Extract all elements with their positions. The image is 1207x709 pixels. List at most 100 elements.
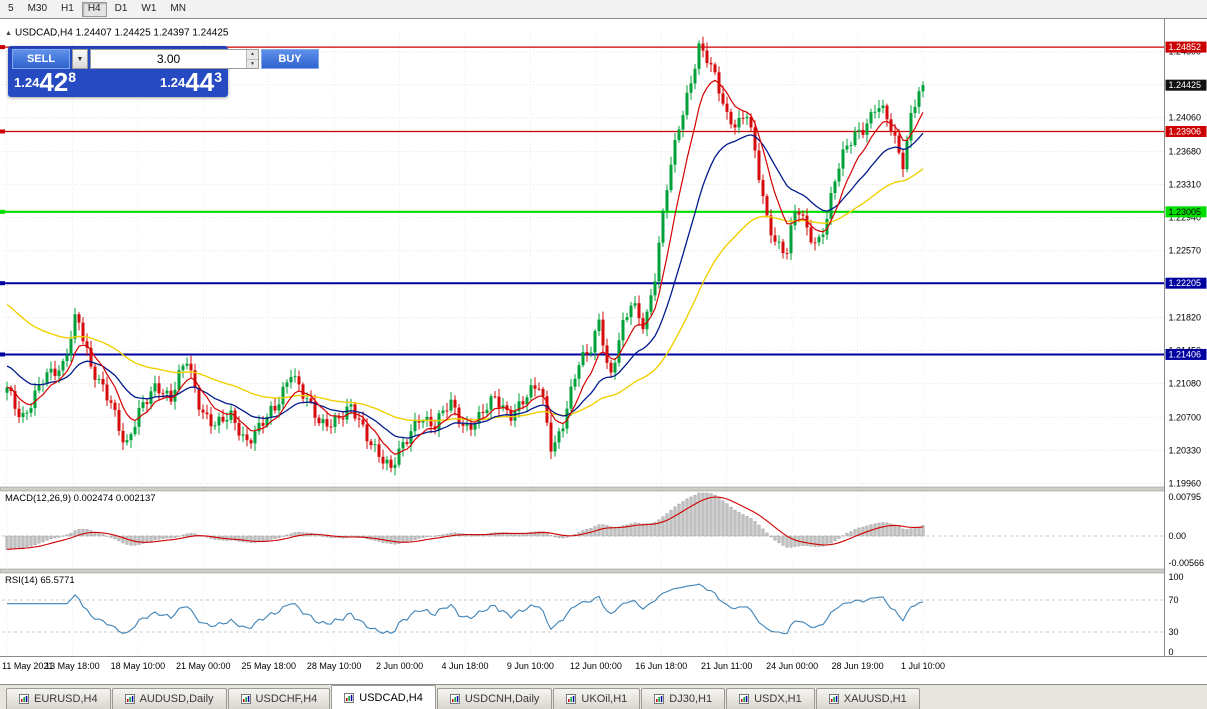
timeframe-button-d1[interactable]: D1 <box>109 2 134 17</box>
svg-text:1.21406: 1.21406 <box>1169 349 1202 359</box>
indicator-labels: MACD(12,26,9) 0.002474 0.002137 RSI(14) 6… <box>5 493 156 586</box>
timeframe-button-w1[interactable]: W1 <box>135 2 162 17</box>
chart-tabs-bar: EURUSD,H4 AUDUSD,Daily USDCHF,H4 USDCAD,H4 U… <box>0 684 1207 709</box>
bid-price: 1.24 42 8 <box>14 67 77 97</box>
svg-text:4 Jun 18:00: 4 Jun 18:00 <box>441 661 488 671</box>
svg-text:1.22940: 1.22940 <box>1169 213 1202 223</box>
chart-icon <box>654 694 665 704</box>
svg-text:0.00795: 0.00795 <box>1169 492 1202 502</box>
chart-tab-usdcnh[interactable]: USDCNH,Daily <box>436 688 553 709</box>
svg-text:1.23680: 1.23680 <box>1169 147 1202 157</box>
svg-text:0: 0 <box>1169 647 1174 657</box>
svg-text:1.21820: 1.21820 <box>1169 313 1202 323</box>
svg-text:1.23906: 1.23906 <box>1169 126 1202 136</box>
svg-text:1.22205: 1.22205 <box>1169 278 1202 288</box>
svg-text:1.24425: 1.24425 <box>1169 80 1202 90</box>
svg-text:1.23310: 1.23310 <box>1169 180 1202 190</box>
svg-text:1.20700: 1.20700 <box>1169 412 1202 422</box>
svg-text:2 Jun 00:00: 2 Jun 00:00 <box>376 661 423 671</box>
chart-tab-label: USDCNH,Daily <box>464 693 540 705</box>
svg-text:-0.00566: -0.00566 <box>1169 558 1205 568</box>
svg-text:0.00: 0.00 <box>1169 531 1187 541</box>
svg-text:1.24852: 1.24852 <box>1169 42 1202 52</box>
chart-tab-label: DJ30,H1 <box>669 693 713 705</box>
svg-text:RSI(14) 65.5771: RSI(14) 65.5771 <box>5 575 75 586</box>
svg-text:70: 70 <box>1169 595 1179 605</box>
chart-icon <box>240 694 251 704</box>
bid-pipette: 8 <box>68 69 77 85</box>
svg-text:9 Jun 10:00: 9 Jun 10:00 <box>507 661 554 671</box>
svg-text:1.21080: 1.21080 <box>1169 379 1202 389</box>
chart-tab-dj30[interactable]: DJ30,H1 <box>641 688 726 709</box>
ask-pipette: 3 <box>214 69 222 85</box>
svg-text:30: 30 <box>1169 627 1179 637</box>
svg-text:1.22570: 1.22570 <box>1169 246 1202 256</box>
chart-tab-label: EURUSD,H4 <box>34 693 98 705</box>
chart-tab-label: USDX,H1 <box>754 693 802 705</box>
svg-text:11 May 2021: 11 May 2021 <box>2 661 53 671</box>
svg-text:1.23005: 1.23005 <box>1169 207 1202 217</box>
svg-text:21 Jun 11:00: 21 Jun 11:00 <box>701 661 752 671</box>
rsi-panel[interactable] <box>2 583 1164 635</box>
svg-text:16 Jun 18:00: 16 Jun 18:00 <box>635 661 687 671</box>
main-chart[interactable]: 1.248001.244301.240601.236801.233101.229… <box>0 19 1207 684</box>
chart-tab-usdchf[interactable]: USDCHF,H4 <box>227 688 331 709</box>
bid-digits: 42 <box>39 67 69 97</box>
quotes-row: 1.24 42 8 1.24 44 3 <box>12 67 224 97</box>
ask-prefix: 1.24 <box>159 75 186 90</box>
chart-tab-label: USDCHF,H4 <box>255 693 318 705</box>
ask-price: 1.24 44 3 <box>159 67 222 97</box>
timeframe-button-h1[interactable]: H1 <box>55 2 80 17</box>
ma-lines <box>6 79 924 455</box>
chart-icon <box>344 692 355 703</box>
indicator-axis-labels: 0.00795 0.00 -0.00566 100 70 30 0 <box>1169 492 1205 657</box>
lot-decrease-button[interactable]: ▼ <box>247 58 258 68</box>
chart-ohlc-header: ▲ USDCAD,H4 1.24407 1.24425 1.24397 1.244… <box>5 28 229 39</box>
svg-text:13 May 18:00: 13 May 18:00 <box>45 661 100 671</box>
chart-tab-usdx[interactable]: USDX,H1 <box>726 688 815 709</box>
order-options-dropdown[interactable]: ▼ <box>72 49 88 69</box>
chart-icon <box>739 694 750 704</box>
chart-tab-label: USDCAD,H4 <box>359 691 423 704</box>
price-axis[interactable]: 1.248001.244301.240601.236801.233101.229… <box>1165 19 1207 656</box>
svg-text:1.19960: 1.19960 <box>1169 478 1202 488</box>
chart-tab-xauusd[interactable]: XAUUSD,H1 <box>815 688 920 709</box>
chart-icon <box>124 694 135 704</box>
svg-text:21 May 00:00: 21 May 00:00 <box>176 661 231 671</box>
timeframe-button-h4[interactable]: H4 <box>81 1 107 17</box>
chart-tab-usdcad[interactable]: USDCAD,H4 <box>331 685 436 709</box>
svg-text:MACD(12,26,9) 0.002474 0.00213: MACD(12,26,9) 0.002474 0.002137 <box>5 493 156 504</box>
chart-icon <box>566 694 577 704</box>
sell-button[interactable]: SELL <box>12 49 70 69</box>
chart-area: 1.248001.244301.240601.236801.233101.229… <box>0 19 1207 684</box>
chart-tab-label: XAUUSD,H1 <box>843 693 907 705</box>
svg-text:1 Jul 10:00: 1 Jul 10:00 <box>901 661 945 671</box>
chart-icon <box>828 694 839 704</box>
svg-text:24 Jun 00:00: 24 Jun 00:00 <box>766 661 818 671</box>
buy-button[interactable]: BUY <box>261 49 319 69</box>
svg-text:28 May 10:00: 28 May 10:00 <box>307 661 362 671</box>
svg-text:28 Jun 19:00: 28 Jun 19:00 <box>832 661 884 671</box>
lot-size-input[interactable] <box>91 50 246 68</box>
chart-tab-ukoil[interactable]: UKOil,H1 <box>553 688 641 709</box>
chart-tab-label: UKOil,H1 <box>581 693 628 705</box>
chart-tab-eurusd[interactable]: EURUSD,H4 <box>6 688 111 709</box>
macd-panel[interactable] <box>2 492 1164 550</box>
svg-text:12 Jun 00:00: 12 Jun 00:00 <box>570 661 622 671</box>
panel-separators[interactable] <box>0 19 1207 657</box>
timeframe-button-5[interactable]: 5 <box>2 2 20 17</box>
ask-digits: 44 <box>185 67 215 97</box>
svg-text:1.20330: 1.20330 <box>1169 445 1202 455</box>
chart-tab-audusd[interactable]: AUDUSD,Daily <box>111 688 227 709</box>
svg-text:▲: ▲ <box>5 30 12 37</box>
lot-increase-button[interactable]: ▲ <box>247 50 258 59</box>
timeframe-button-m30[interactable]: M30 <box>22 2 53 17</box>
lot-size-field: ▲ ▼ <box>90 49 259 69</box>
timeframe-button-mn[interactable]: MN <box>164 2 192 17</box>
svg-text:18 May 10:00: 18 May 10:00 <box>111 661 166 671</box>
timeframe-toolbar: 5 M30 H1 H4 D1 W1 MN <box>0 0 1207 19</box>
svg-text:100: 100 <box>1169 572 1184 582</box>
svg-text:USDCAD,H4 1.24407 1.24425 1.24: USDCAD,H4 1.24407 1.24425 1.24397 1.2442… <box>15 28 229 39</box>
